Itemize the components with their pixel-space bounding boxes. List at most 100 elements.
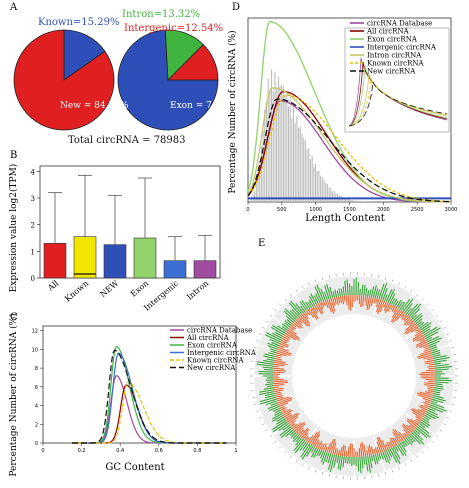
chart-d-inset-series <box>348 57 448 127</box>
circos-orange-bar <box>273 367 285 370</box>
circos-tick <box>435 314 439 317</box>
circos-orange-bar <box>375 298 378 304</box>
chart-d-hist-bar <box>331 191 334 202</box>
circos-orange-bar <box>324 446 328 452</box>
circos-orange-bar <box>416 336 426 342</box>
chart-d-hist-bar <box>328 187 330 202</box>
circos-orange-bar <box>295 319 303 326</box>
circos-green-bar <box>429 404 447 412</box>
circos-green-bar <box>434 379 452 382</box>
circos-orange-bar <box>415 341 428 348</box>
circos-tick <box>274 308 277 312</box>
circos-orange-bar <box>305 310 311 316</box>
circos-orange-bar <box>368 296 373 310</box>
circos-green-bar <box>272 421 288 433</box>
circos-green-bar <box>357 456 360 472</box>
chart-d-hist-bar <box>316 171 318 202</box>
circos-green-bar <box>269 348 278 352</box>
circos-orange-bar <box>425 361 434 365</box>
circos-orange-bar <box>358 295 361 305</box>
circos-green-bar <box>295 437 303 446</box>
circos-orange-bar <box>298 429 305 436</box>
circos-green-bar <box>311 446 316 453</box>
circos-orange-bar <box>280 341 289 347</box>
circos-orange-bar <box>279 405 285 409</box>
circos-tick <box>258 333 262 336</box>
circos-orange-bar <box>273 380 288 383</box>
chart-d-inset-series <box>348 81 448 127</box>
circos-orange-bar <box>312 433 321 447</box>
circos-orange-bar <box>274 391 281 395</box>
circos-orange-bar <box>273 386 279 389</box>
circos-green-bar <box>434 365 452 369</box>
circos-green-bar <box>332 291 336 298</box>
panel-letter-b: B <box>10 150 17 161</box>
circos-orange-bar <box>293 422 302 431</box>
circos-tick <box>265 429 269 432</box>
pie-slice-new <box>13 29 115 131</box>
circos-green-bar <box>262 359 275 363</box>
circos-green-bar <box>320 450 324 459</box>
chart-d-xtick-label: 2500 <box>411 207 424 213</box>
circos-green-bar <box>363 456 366 465</box>
circos-tick <box>398 282 400 286</box>
circos-orange-bar <box>309 432 318 445</box>
circos-orange-bar <box>401 425 411 435</box>
circos-green-bar <box>421 325 431 333</box>
circos-orange-bar <box>427 365 435 368</box>
circos-green-bar <box>293 438 304 452</box>
circos-green-bar <box>264 353 276 358</box>
circos-tick <box>252 396 256 398</box>
circos-orange-bar <box>341 295 345 305</box>
circos-green-bar <box>430 346 438 350</box>
circos-orange-bar <box>315 304 323 315</box>
chart-d-xtick-label: 0 <box>246 207 249 213</box>
circos-orange-bar <box>391 305 396 313</box>
circos-green-bar <box>432 396 446 402</box>
chart-c-xlabel: GC Content <box>105 462 164 473</box>
circos-orange-bar <box>335 296 339 306</box>
circos-orange-bar <box>330 298 336 312</box>
circos-green-bar <box>408 434 416 442</box>
label-total-circrna: Total circRNA = 78983 <box>68 135 186 146</box>
chart-b-ylabel: Expression value log2(TPM) <box>8 164 19 293</box>
circos-tick <box>384 471 387 475</box>
chart-d-hist-bar <box>277 76 279 202</box>
circos-green-bar <box>376 453 380 461</box>
chart-d-hist-bar <box>296 115 298 202</box>
circos-green-bar <box>342 286 345 296</box>
circos-green-bar <box>407 303 419 316</box>
circos-orange-bar <box>288 416 299 425</box>
circos-orange-bar <box>408 320 414 326</box>
circos-orange-bar <box>416 392 433 398</box>
circos-green-bar <box>300 305 306 312</box>
pie-slice-intergenic <box>167 43 219 81</box>
chart-c-frame <box>42 325 237 444</box>
circos-orange-bar <box>314 304 319 312</box>
circos-orange-bar <box>392 310 403 324</box>
circos-orange-bar <box>416 339 427 346</box>
circos-green-bar <box>292 434 300 442</box>
circos-green-bar <box>415 427 428 439</box>
circos-green-bar <box>425 413 436 420</box>
circos-orange-bar <box>287 413 300 423</box>
circos-green-bar <box>327 453 332 463</box>
circos-orange-bar <box>281 408 287 413</box>
circos-green-bar <box>259 391 275 396</box>
circos-green-bar <box>402 440 408 447</box>
circos-orange-bar <box>297 317 304 324</box>
circos-orange-bar <box>321 443 326 451</box>
circos-orange-bar <box>376 446 380 454</box>
circos-orange-bar <box>381 439 387 451</box>
circos-green-bar <box>276 418 286 425</box>
circos-green-bar <box>291 309 300 318</box>
chart-d-hist-bar <box>352 199 354 202</box>
circos-orange-bar <box>421 371 435 374</box>
chart-c-ytick-label: 6 <box>35 385 38 391</box>
chart-c-ytick-label: 10 <box>32 347 38 353</box>
circos-orange-bar <box>274 387 284 391</box>
circos-green-bar <box>281 325 288 331</box>
circos-orange-bar <box>307 309 315 318</box>
circos-green-bar <box>269 406 280 411</box>
circos-green-bar <box>428 340 440 346</box>
